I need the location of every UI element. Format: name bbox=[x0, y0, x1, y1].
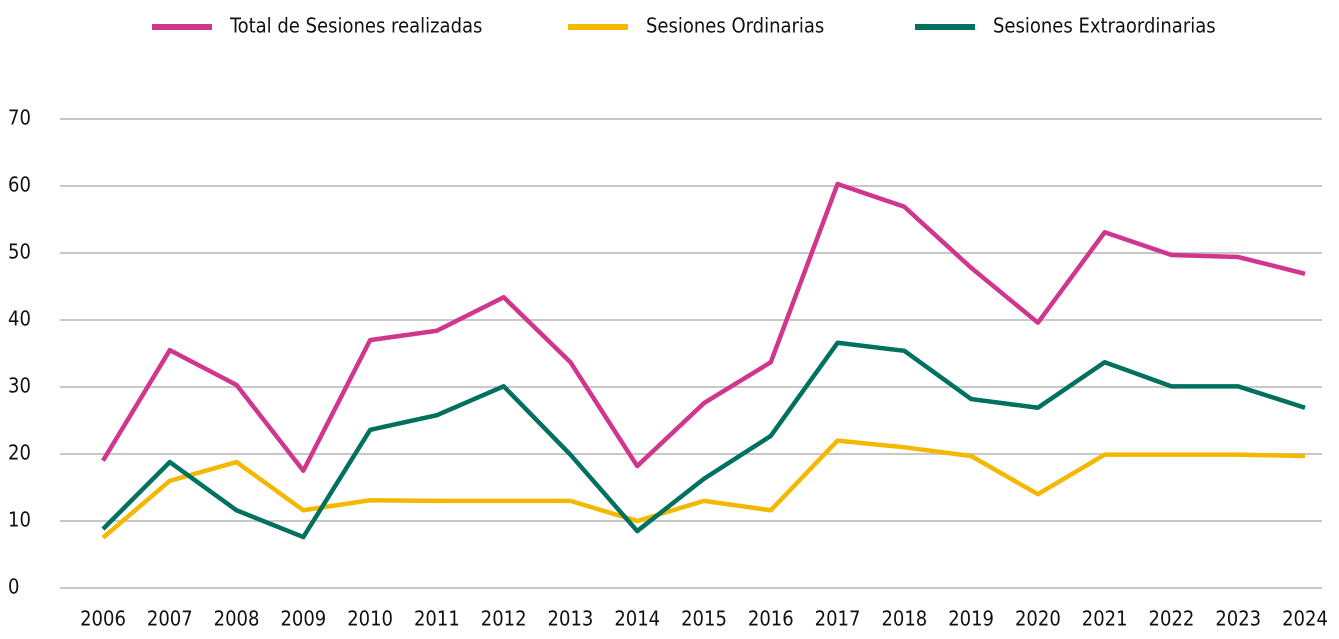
y-tick-label: 40 bbox=[8, 307, 31, 331]
x-tick-label: 2015 bbox=[681, 607, 727, 631]
y-tick-label: 20 bbox=[8, 441, 31, 465]
x-tick-label: 2010 bbox=[347, 607, 393, 631]
x-tick-label: 2014 bbox=[614, 607, 660, 631]
legend-label: Sesiones Extraordinarias bbox=[993, 14, 1216, 38]
x-tick-label: 2008 bbox=[214, 607, 260, 631]
series-line bbox=[101, 438, 1306, 540]
x-tick-label: 2012 bbox=[481, 607, 527, 631]
y-tick-label: 50 bbox=[8, 240, 31, 264]
y-tick-label: 60 bbox=[8, 173, 31, 197]
legend-label: Sesiones Ordinarias bbox=[646, 14, 824, 38]
x-tick-label: 2018 bbox=[881, 607, 927, 631]
legend-label: Total de Sesiones realizadas bbox=[229, 14, 482, 38]
x-tick-label: 2006 bbox=[80, 607, 126, 631]
y-tick-label: 30 bbox=[8, 374, 31, 398]
x-tick-label: 2016 bbox=[748, 607, 794, 631]
x-tick-label: 2013 bbox=[548, 607, 594, 631]
y-tick-label: 0 bbox=[8, 575, 19, 599]
y-tick-label: 10 bbox=[8, 508, 31, 532]
x-tick-label: 2021 bbox=[1082, 607, 1128, 631]
x-tick-label: 2007 bbox=[147, 607, 193, 631]
x-tick-label: 2017 bbox=[815, 607, 861, 631]
y-tick-label: 70 bbox=[8, 106, 31, 130]
x-tick-label: 2011 bbox=[414, 607, 460, 631]
x-tick-label: 2023 bbox=[1215, 607, 1261, 631]
series-line bbox=[101, 340, 1306, 540]
x-tick-label: 2019 bbox=[948, 607, 994, 631]
x-tick-label: 2009 bbox=[280, 607, 326, 631]
series-line bbox=[101, 181, 1306, 473]
x-tick-label: 2024 bbox=[1282, 607, 1328, 631]
x-tick-label: 2022 bbox=[1149, 607, 1195, 631]
x-tick-label: 2020 bbox=[1015, 607, 1061, 631]
